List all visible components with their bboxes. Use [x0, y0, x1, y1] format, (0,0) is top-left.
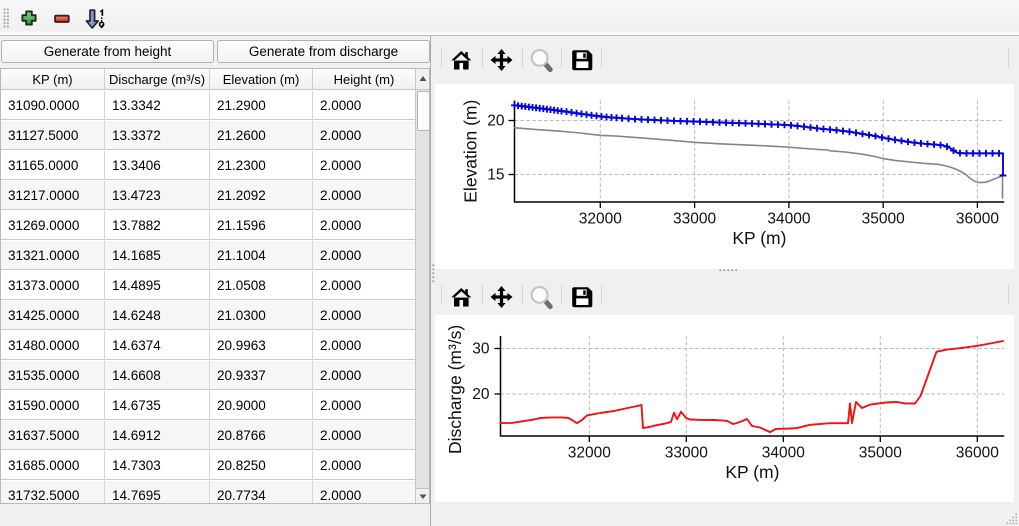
svg-text:KP (m): KP (m)	[732, 228, 786, 248]
svg-text:Elevation (m): Elevation (m)	[461, 100, 481, 203]
svg-text:36000: 36000	[956, 211, 999, 228]
svg-text:33000: 33000	[665, 444, 708, 461]
svg-text:34000: 34000	[767, 211, 810, 228]
svg-text:35000: 35000	[859, 444, 902, 461]
svg-text:20: 20	[472, 386, 490, 403]
svg-text:KP (m): KP (m)	[725, 462, 779, 482]
svg-text:33000: 33000	[673, 211, 716, 228]
svg-text:32000: 32000	[568, 444, 611, 461]
svg-text:34000: 34000	[762, 444, 805, 461]
svg-text:30: 30	[472, 340, 490, 357]
svg-text:20: 20	[487, 113, 505, 130]
svg-text:15: 15	[487, 167, 504, 184]
svg-text:35000: 35000	[862, 211, 905, 228]
svg-text:Discharge (m³/s): Discharge (m³/s)	[445, 324, 465, 453]
svg-text:36000: 36000	[956, 444, 999, 461]
svg-text:32000: 32000	[579, 211, 622, 228]
